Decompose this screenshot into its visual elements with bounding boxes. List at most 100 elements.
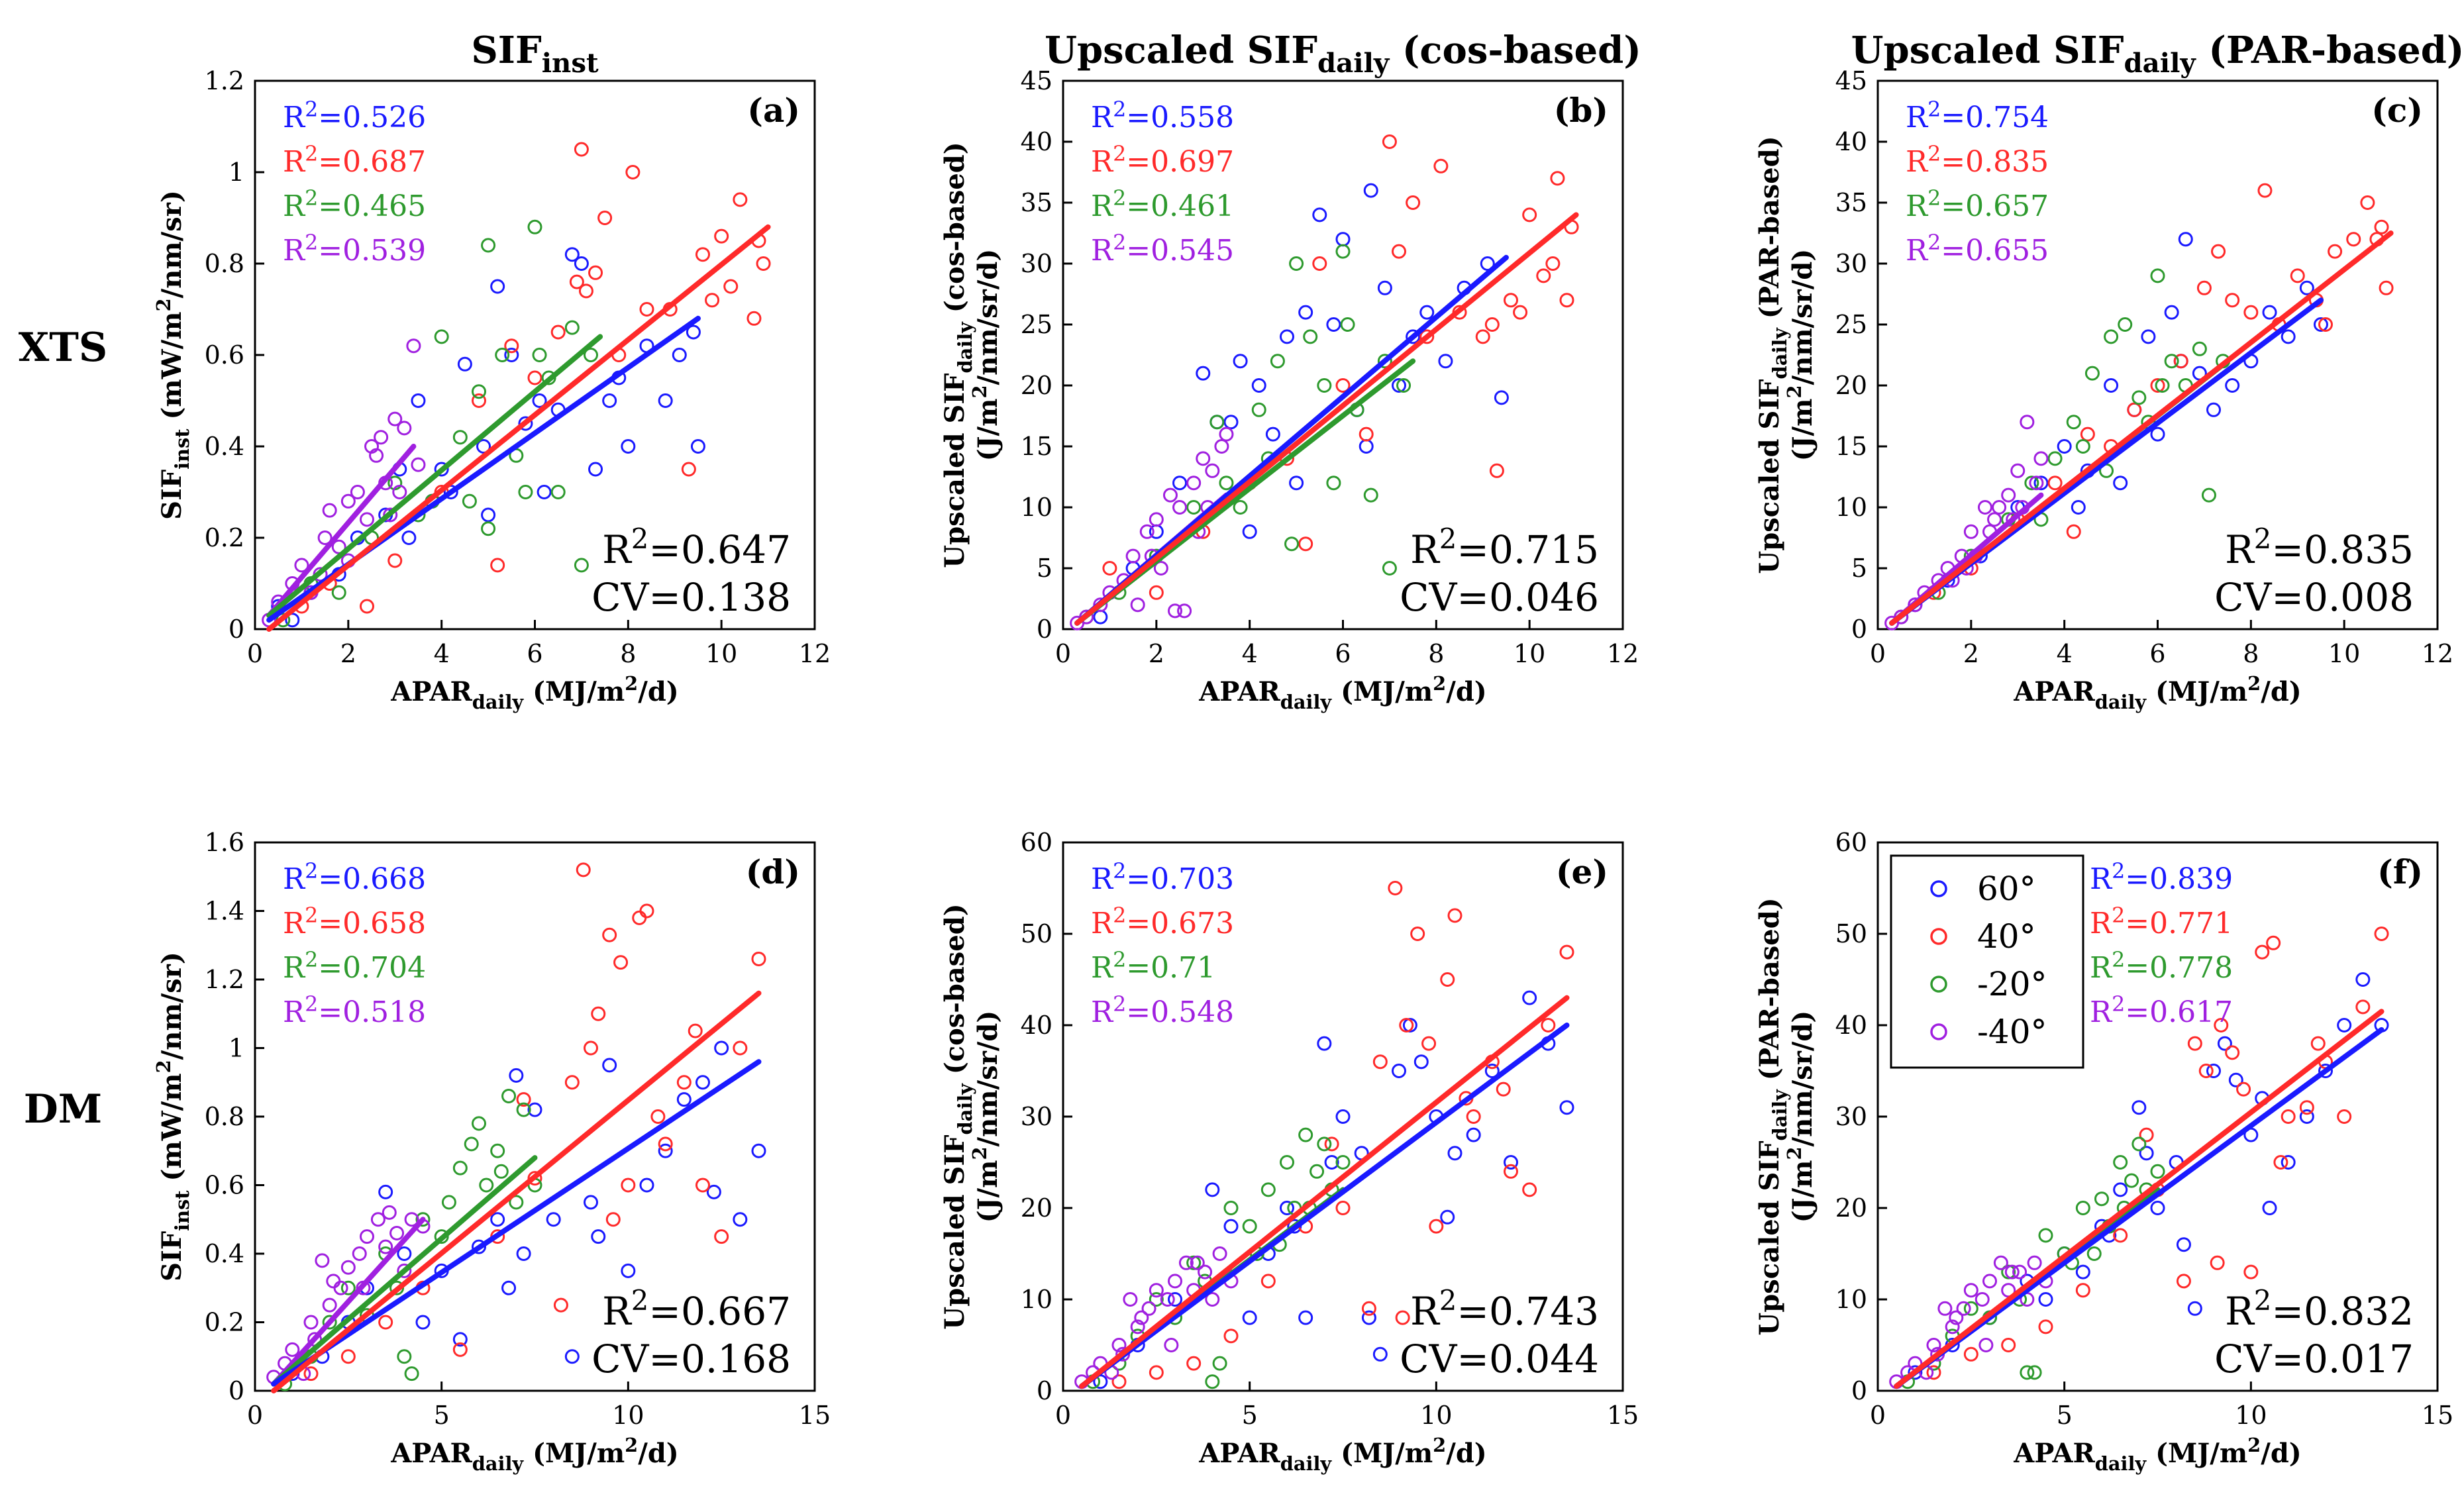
fit-line--20	[271, 1155, 538, 1387]
y-tick-label: 60	[1021, 828, 1052, 857]
data-point	[504, 338, 519, 354]
data-point	[1212, 1246, 1227, 1261]
data-point	[591, 1006, 606, 1021]
data-point	[2164, 305, 2179, 320]
data-point	[676, 1092, 692, 1107]
x-tick-label: 5	[1242, 1401, 1258, 1430]
data-point	[1536, 268, 1551, 283]
data-point	[1949, 1310, 1964, 1325]
data-point	[333, 1280, 348, 1295]
fit-line-60	[271, 1059, 762, 1387]
data-point	[690, 439, 705, 454]
data-point	[1205, 1374, 1220, 1389]
data-point	[383, 507, 398, 523]
y-tick-label: 1.2	[205, 965, 244, 994]
data-point	[1324, 1155, 1339, 1170]
data-point	[706, 1184, 721, 1199]
data-point	[1134, 1310, 1149, 1325]
data-point	[1093, 609, 1108, 625]
overall-r2: R2=0.667	[602, 1284, 791, 1334]
data-point	[404, 1366, 419, 1382]
fit-line-40	[1894, 1009, 2385, 1389]
data-point	[493, 1164, 509, 1179]
data-point	[1496, 1081, 1511, 1097]
data-point	[1177, 603, 1192, 619]
data-point	[639, 903, 654, 919]
y-tick-label: 20	[1835, 371, 1867, 400]
data-point	[723, 279, 739, 294]
data-point	[2225, 1045, 2240, 1060]
data-point	[550, 325, 566, 340]
data-point	[452, 1332, 468, 1347]
data-point	[411, 393, 426, 408]
data-point	[516, 1102, 531, 1117]
data-point	[2346, 232, 2361, 247]
legend-label-40: 40°	[1977, 917, 2036, 956]
data-point	[2075, 1283, 2090, 1298]
data-point	[564, 320, 580, 335]
data-point	[714, 1040, 729, 1056]
y-tick-label: 30	[1021, 1102, 1052, 1131]
y-tick-label: 30	[1835, 249, 1867, 278]
data-point	[532, 348, 547, 362]
r2-series--40: R2=0.655	[1906, 231, 2049, 268]
data-point	[1223, 415, 1239, 430]
data-point	[2266, 935, 2281, 950]
data-point	[686, 325, 701, 340]
data-point	[578, 283, 593, 299]
data-point	[1284, 536, 1300, 552]
data-point	[1978, 1338, 1994, 1352]
data-point	[1172, 476, 1188, 491]
data-point	[1205, 463, 1220, 478]
data-point	[613, 955, 629, 970]
data-point	[490, 279, 505, 294]
data-point	[1388, 881, 1403, 895]
data-point	[2313, 317, 2328, 332]
data-point	[2113, 476, 2128, 491]
r2-series-60: R2=0.839	[2090, 860, 2233, 896]
data-point	[1963, 524, 1978, 539]
data-point	[1130, 1319, 1145, 1334]
data-point	[1489, 463, 1504, 478]
data-point	[632, 910, 647, 925]
data-point	[588, 265, 603, 280]
r2-series-60: R2=0.558	[1091, 98, 1234, 134]
data-point	[1242, 1219, 1257, 1234]
data-point	[464, 1136, 479, 1152]
data-point	[2214, 1018, 2229, 1032]
data-point	[605, 1212, 621, 1227]
data-point	[2094, 1191, 2109, 1207]
overall-r2: R2=0.835	[2225, 523, 2414, 572]
y-tick-label: 0.8	[205, 249, 244, 278]
series-40-points	[303, 862, 766, 1382]
data-point	[472, 393, 486, 408]
data-point	[681, 462, 696, 477]
y-axis-label: Upscaled SIFdaily (cos-based)	[939, 142, 976, 568]
overall-cv: CV=0.168	[591, 1336, 791, 1382]
data-point	[397, 1246, 412, 1261]
data-point	[2047, 451, 2063, 466]
data-point	[2001, 487, 2016, 503]
data-point	[397, 1263, 412, 1278]
data-point	[2379, 280, 2394, 295]
overall-cv: CV=0.138	[591, 575, 791, 620]
data-point	[1963, 1346, 1978, 1362]
data-point	[2318, 317, 2333, 332]
data-point	[392, 485, 407, 499]
data-point	[705, 293, 720, 308]
y-tick-label: 0.6	[205, 340, 244, 370]
y-tick-label: 10	[1835, 493, 1867, 522]
data-point	[1494, 390, 1509, 405]
data-point	[1406, 329, 1421, 344]
x-tick-label: 10	[705, 639, 737, 668]
data-point	[452, 1160, 468, 1176]
data-point	[2104, 329, 2119, 344]
data-point	[374, 430, 389, 445]
data-point	[1937, 1301, 1953, 1316]
data-point	[756, 256, 771, 271]
data-point	[2201, 487, 2216, 503]
x-tick-label: 5	[2057, 1401, 2073, 1430]
x-tick-label: 15	[799, 1401, 831, 1430]
y-tick-label: 35	[1021, 188, 1052, 217]
data-point	[2178, 232, 2193, 247]
